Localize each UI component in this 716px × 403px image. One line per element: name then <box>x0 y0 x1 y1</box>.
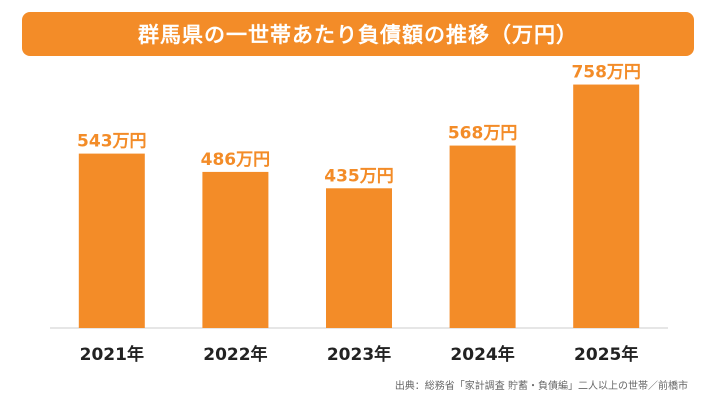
x-tick-label-3: 2023年 <box>327 344 391 365</box>
bar-2 <box>202 171 269 328</box>
x-tick-label-5: 2025年 <box>574 344 638 365</box>
chart-title-bar: 群馬県の一世帯あたり負債額の推移（万円） <box>22 12 694 56</box>
bar-value-label-5: 758万円 <box>571 63 641 83</box>
bar-value-label-2: 486万円 <box>201 150 271 170</box>
bar-value-label-3: 435万円 <box>324 166 394 186</box>
source-note: 出典：総務省「家計調査 貯蓄・負債編」二人以上の世帯／前橋市 <box>394 381 688 392</box>
chart-title: 群馬県の一世帯あたり負債額の推移（万円） <box>138 23 578 47</box>
bar-value-label-4: 568万円 <box>448 124 518 144</box>
bar-1 <box>78 153 145 328</box>
x-tick-label-1: 2021年 <box>80 344 144 365</box>
x-tick-label-4: 2024年 <box>450 344 514 365</box>
bar-5 <box>573 84 640 328</box>
bar-value-label-1: 543万円 <box>77 132 147 152</box>
bar-4 <box>449 145 516 328</box>
bar-3 <box>326 188 392 328</box>
x-tick-label-2: 2022年 <box>203 344 267 365</box>
